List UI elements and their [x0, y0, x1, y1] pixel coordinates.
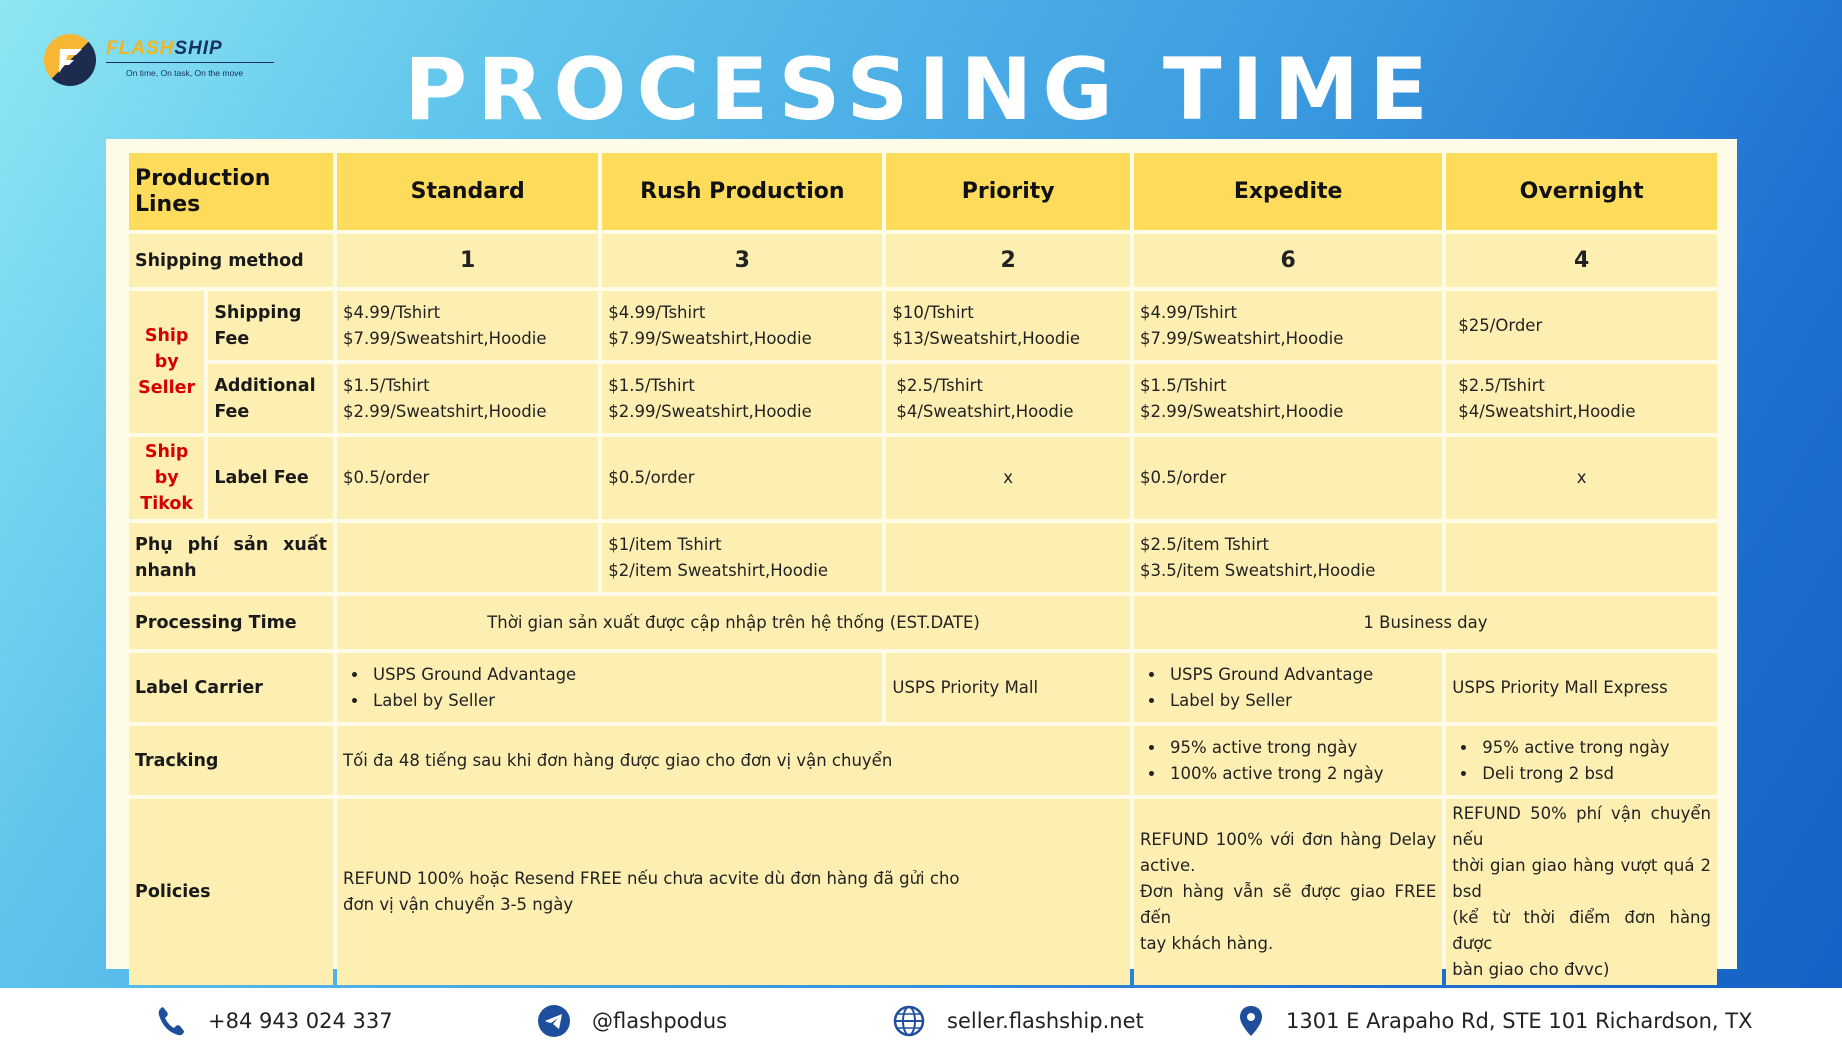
location-pin-icon	[1240, 1006, 1262, 1036]
processing-time-standard-priority: Thời gian sản xuất được cập nhập trên hệ…	[337, 596, 1130, 649]
shipping-fee-priority: $10/Tshirt $13/Sweatshirt,Hoodie	[886, 291, 1130, 360]
additional-fee-label: Additional Fee	[208, 364, 334, 433]
tracking-standard-priority: Tối đa 48 tiếng sau khi đơn hàng được gi…	[337, 726, 1130, 795]
tracking-row: Tracking Tối đa 48 tiếng sau khi đơn hàn…	[129, 726, 1717, 795]
footer-phone[interactable]: +84 943 024 337	[156, 1003, 393, 1039]
header-standard: Standard	[337, 153, 599, 230]
label-carrier-overnight: USPS Priority Mall Express	[1446, 653, 1717, 722]
label-carrier-standard-rush: USPS Ground AdvantageLabel by Seller	[337, 653, 883, 722]
shipping-method-rush: 3	[602, 234, 883, 287]
additional-fee-overnight: $2.5/Tshirt $4/Sweatshirt,Hoodie	[1446, 364, 1717, 433]
shipping-method-expedite: 6	[1133, 234, 1443, 287]
globe-icon	[893, 1005, 925, 1037]
label-carrier-label: Label Carrier	[129, 653, 334, 722]
shipping-fee-standard: $4.99/Tshirt $7.99/Sweatshirt,Hoodie	[337, 291, 599, 360]
website-url: seller.flashship.net	[947, 1009, 1144, 1033]
label-fee-priority: x	[886, 437, 1130, 519]
shipping-method-row: Shipping method 1 3 2 6 4	[129, 234, 1717, 287]
list-item: 95% active trong ngày	[1478, 735, 1711, 761]
processing-time-expedite-overnight: 1 Business day	[1133, 596, 1717, 649]
policies-expedite: REFUND 100% với đơn hàng Delay active. Đơn…	[1133, 799, 1443, 985]
policies-standard-priority: REFUND 100% hoặc Resend FREE nếu chưa ac…	[337, 799, 1130, 985]
flashship-logo: FLASHSHIP On time, On task, On the move	[44, 34, 274, 90]
additional-fee-rush: $1.5/Tshirt $2.99/Sweatshirt,Hoodie	[602, 364, 883, 433]
telegram-icon	[538, 1005, 570, 1037]
rush-fee-row: Phụ phí sản xuất nhanh $1/item Tshirt $2/i…	[129, 523, 1717, 592]
shipping-method-standard: 1	[337, 234, 599, 287]
additional-fee-priority: $2.5/Tshirt $4/Sweatshirt,Hoodie	[886, 364, 1130, 433]
rush-fee-expedite: $2.5/item Tshirt $3.5/item Sweatshirt,Hoo…	[1133, 523, 1443, 592]
list-item: 100% active trong 2 ngày	[1166, 761, 1436, 787]
list-item: 95% active trong ngày	[1166, 735, 1436, 761]
shipping-method-overnight: 4	[1446, 234, 1717, 287]
pricing-table: Production Lines Standard Rush Productio…	[125, 149, 1721, 989]
header-expedite: Expedite	[1133, 153, 1443, 230]
additional-fee-expedite: $1.5/Tshirt $2.99/Sweatshirt,Hoodie	[1133, 364, 1443, 433]
pricing-table-panel: Production Lines Standard Rush Productio…	[106, 139, 1737, 985]
header-priority: Priority	[886, 153, 1130, 230]
phone-number: +84 943 024 337	[208, 1009, 393, 1033]
phone-icon	[158, 1007, 184, 1036]
additional-fee-standard: $1.5/Tshirt $2.99/Sweatshirt,Hoodie	[337, 364, 599, 433]
label-fee-row: Ship by Tikok Label Fee $0.5/order $0.5/o…	[129, 437, 1717, 519]
footer-address[interactable]: 1301 E Arapaho Rd, STE 101 Richardson, T…	[1238, 1003, 1753, 1039]
label-fee-label: Label Fee	[208, 437, 334, 519]
tracking-expedite: 95% active trong ngày100% active trong 2…	[1133, 726, 1443, 795]
list-item: USPS Ground Advantage	[369, 662, 876, 688]
list-item: USPS Ground Advantage	[1166, 662, 1436, 688]
list-item: Deli trong 2 bsd	[1478, 761, 1711, 787]
additional-fee-row: Additional Fee $1.5/Tshirt $2.99/Sweatshir…	[129, 364, 1717, 433]
label-fee-standard: $0.5/order	[337, 437, 599, 519]
shipping-fee-rush: $4.99/Tshirt $7.99/Sweatshirt,Hoodie	[602, 291, 883, 360]
header-production-lines: Production Lines	[129, 153, 334, 230]
ship-by-tikok-label: Ship by Tikok	[129, 437, 205, 519]
header-overnight: Overnight	[1446, 153, 1717, 230]
flashship-logo-icon	[44, 34, 96, 86]
tracking-label: Tracking	[129, 726, 334, 795]
policies-label: Policies	[129, 799, 334, 985]
brand-tagline: On time, On task, On the move	[126, 68, 244, 78]
label-carrier-expedite: USPS Ground AdvantageLabel by Seller	[1133, 653, 1443, 722]
rush-fee-overnight	[1446, 523, 1717, 592]
header-rush-production: Rush Production	[602, 153, 883, 230]
label-carrier-row: Label Carrier USPS Ground AdvantageLabel…	[129, 653, 1717, 722]
policies-overnight: REFUND 50% phí vận chuyển nếu thời gian g…	[1446, 799, 1717, 985]
header-row: Production Lines Standard Rush Productio…	[129, 153, 1717, 230]
label-carrier-priority: USPS Priority Mall	[886, 653, 1130, 722]
footer-telegram[interactable]: @flashpodus	[538, 1003, 727, 1039]
rush-fee-rush: $1/item Tshirt $2/item Sweatshirt,Hoodie	[602, 523, 883, 592]
rush-fee-standard	[337, 523, 599, 592]
shipping-method-label: Shipping method	[129, 234, 334, 287]
processing-time-row: Processing Time Thời gian sản xuất được …	[129, 596, 1717, 649]
rush-fee-label: Phụ phí sản xuất nhanh	[129, 523, 334, 592]
list-item: Label by Seller	[1166, 688, 1436, 714]
rush-fee-priority	[886, 523, 1130, 592]
shipping-fee-label: Shipping Fee	[208, 291, 334, 360]
brand-name: FLASHSHIP	[106, 38, 223, 59]
page-title: PROCESSING TIME	[404, 40, 1438, 140]
tracking-overnight: 95% active trong ngàyDeli trong 2 bsd	[1446, 726, 1717, 795]
brand-rule	[106, 62, 274, 63]
label-fee-expedite: $0.5/order	[1133, 437, 1443, 519]
shipping-fee-overnight: $25/Order	[1446, 291, 1717, 360]
contact-footer: +84 943 024 337 @flashpodus seller.flash…	[0, 988, 1842, 1052]
label-fee-rush: $0.5/order	[602, 437, 883, 519]
address-text: 1301 E Arapaho Rd, STE 101 Richardson, T…	[1286, 1009, 1753, 1033]
telegram-handle: @flashpodus	[592, 1009, 728, 1033]
list-item: Label by Seller	[369, 688, 876, 714]
policies-row: Policies REFUND 100% hoặc Resend FREE nế…	[129, 799, 1717, 985]
processing-time-label: Processing Time	[129, 596, 334, 649]
shipping-fee-expedite: $4.99/Tshirt $7.99/Sweatshirt,Hoodie	[1133, 291, 1443, 360]
shipping-fee-row: Ship by Seller Shipping Fee $4.99/Tshirt $…	[129, 291, 1717, 433]
footer-website[interactable]: seller.flashship.net	[893, 1003, 1144, 1039]
label-fee-overnight: x	[1446, 437, 1717, 519]
shipping-method-priority: 2	[886, 234, 1130, 287]
ship-by-seller-label: Ship by Seller	[129, 291, 205, 433]
